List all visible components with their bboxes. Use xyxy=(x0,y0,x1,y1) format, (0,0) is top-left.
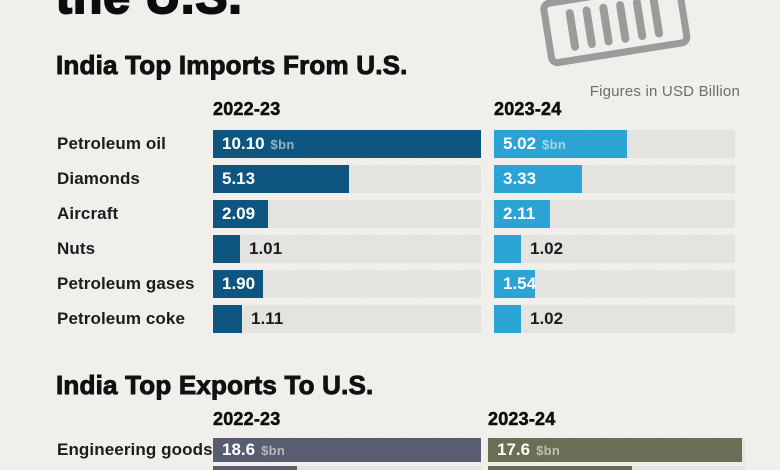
bar-2022-23: 18.6 $bn xyxy=(213,438,481,462)
shipping-container-icon xyxy=(536,0,697,75)
chart-row: Electronic goods 5.8 10.0 xyxy=(0,466,780,470)
chart-row: Engineering goods 18.6 $bn 17.6 $bn xyxy=(0,438,780,462)
bar-2022-23: 5.13 xyxy=(213,165,349,193)
bar-2023-24: 17.6 $bn xyxy=(488,438,742,462)
bar-value: 17.6 xyxy=(497,440,531,459)
exports-column-header-2022-23: 2022-23 xyxy=(213,409,281,430)
chart-row: Nuts 1.01 1.02 xyxy=(0,235,780,263)
imports-section-title: India Top Imports From U.S. xyxy=(56,50,408,81)
bar-2023-24 xyxy=(494,305,521,333)
bar-value: 2.11 xyxy=(503,204,536,223)
bar-value: 5.02 xyxy=(503,134,537,153)
exports-column-header-2023-24: 2023-24 xyxy=(488,409,556,430)
bar-2023-24: 3.33 xyxy=(494,165,582,193)
bar-2022-23: 5.8 xyxy=(213,466,297,470)
row-label: Petroleum gases xyxy=(57,274,195,293)
bar-track xyxy=(494,305,735,333)
bar-2022-23: 10.10 $bn xyxy=(213,130,481,158)
bar-value: 1.54 xyxy=(503,274,537,293)
masthead-title-fragment: the U.S. xyxy=(55,0,243,25)
bar-value: 3.33 xyxy=(503,169,537,188)
bar-2022-23: 1.90 xyxy=(213,270,263,298)
bar-value: 10.10 xyxy=(222,134,265,153)
bar-value: 1.90 xyxy=(222,274,256,293)
imports-column-header-2022-23: 2022-23 xyxy=(213,99,281,120)
chart-row: Petroleum oil 10.10 $bn 5.02 $bn xyxy=(0,130,780,158)
row-label: Petroleum coke xyxy=(57,309,186,328)
row-label: Aircraft xyxy=(57,204,119,223)
bar-2022-23 xyxy=(213,235,240,263)
bar-value: 18.6 xyxy=(222,440,256,459)
bar-track xyxy=(494,235,735,263)
chart-row: Petroleum coke 1.11 1.02 xyxy=(0,305,780,333)
chart-row: Diamonds 5.13 3.33 xyxy=(0,165,780,193)
bar-unit-suffix: $bn xyxy=(536,442,561,458)
bar-unit-suffix: $bn xyxy=(270,136,295,152)
bar-value: 1.11 xyxy=(251,309,284,328)
bar-value: 1.02 xyxy=(530,309,564,328)
bar-unit-suffix: $bn xyxy=(542,136,567,152)
row-label: Electronic goods xyxy=(57,466,197,470)
chart-row: Petroleum gases 1.90 1.54 xyxy=(0,270,780,298)
bar-value: 5.8 xyxy=(213,468,246,470)
bar-2023-24 xyxy=(494,235,521,263)
row-label: Engineering goods xyxy=(57,440,213,459)
bar-value: 1.01 xyxy=(249,239,283,258)
bar-2023-24: 1.54 xyxy=(494,270,537,298)
bar-track xyxy=(213,466,481,470)
bar-value: 5.13 xyxy=(222,169,256,188)
bar-2023-24: 10.0 xyxy=(488,466,632,470)
chart-row: Aircraft 2.09 2.11 xyxy=(0,200,780,228)
units-note: Figures in USD Billion xyxy=(589,83,740,100)
bar-2023-24: 2.11 xyxy=(494,200,550,228)
bar-unit-suffix: $bn xyxy=(261,442,286,458)
bar-track xyxy=(213,305,481,333)
bar-value: 2.09 xyxy=(222,204,256,223)
bar-2023-24: 5.02 $bn xyxy=(494,130,627,158)
imports-column-header-2023-24: 2023-24 xyxy=(494,99,562,120)
row-label: Petroleum oil xyxy=(57,134,166,153)
bar-value: 10.0 xyxy=(488,468,530,470)
bar-track xyxy=(213,235,481,263)
bar-2022-23: 2.09 xyxy=(213,200,268,228)
exports-section-title: India Top Exports To U.S. xyxy=(56,370,374,401)
row-label: Diamonds xyxy=(57,169,140,188)
bar-value: 1.02 xyxy=(530,239,564,258)
bar-2022-23 xyxy=(213,305,242,333)
row-label: Nuts xyxy=(57,239,96,258)
